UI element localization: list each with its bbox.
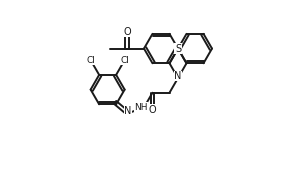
Text: O: O — [123, 27, 131, 36]
Text: N: N — [174, 71, 182, 81]
Text: N: N — [124, 106, 132, 116]
Text: S: S — [175, 44, 181, 54]
Text: Cl: Cl — [120, 56, 129, 65]
Text: O: O — [149, 105, 156, 115]
Text: NH: NH — [134, 103, 148, 112]
Text: Cl: Cl — [86, 56, 95, 65]
